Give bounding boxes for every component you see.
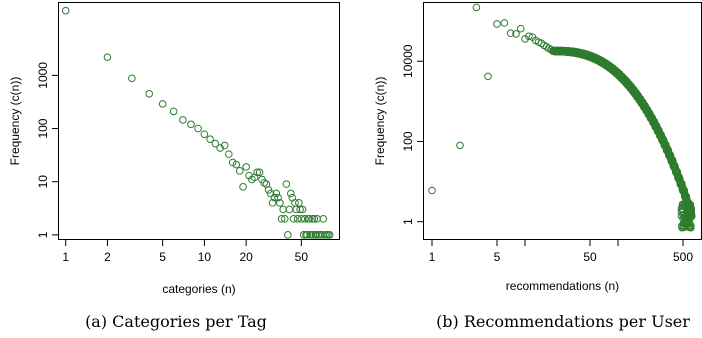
- panel-b: 1 5 50 500 1 100 10000 recommendations (n) Fr…: [373, 2, 702, 331]
- data-point: [194, 124, 202, 133]
- y-tick-label: 10: [36, 175, 50, 189]
- x-tick-label: 500: [673, 250, 693, 264]
- data-point: [274, 193, 282, 202]
- data-point: [484, 72, 492, 81]
- data-point: [428, 186, 436, 195]
- y-tick-label: 100: [36, 118, 50, 138]
- data-point: [61, 6, 70, 15]
- data-point: [325, 231, 334, 239]
- x-tick-label: 2: [104, 250, 111, 264]
- data-points-a: [61, 6, 334, 239]
- x-axis-label-b: recommendations (n): [506, 279, 619, 293]
- data-point: [456, 141, 464, 150]
- data-point: [276, 199, 284, 207]
- data-point: [279, 205, 288, 214]
- data-point: [292, 205, 301, 214]
- y-tick-label: 100: [401, 131, 415, 151]
- data-point: [295, 199, 303, 207]
- data-point: [512, 30, 520, 38]
- data-point: [281, 215, 289, 223]
- data-point: [308, 215, 317, 223]
- y-axis-label-a: Frequency (c(n)): [8, 77, 22, 166]
- data-point: [206, 135, 214, 143]
- x-tick-label: 1: [429, 250, 436, 264]
- data-point: [301, 215, 309, 223]
- x-tick-label: 5: [494, 250, 501, 264]
- y-axis-a: 1 10 100 1000: [36, 62, 58, 238]
- data-point: [228, 158, 237, 167]
- y-axis-label-b: Frequency (c(n)): [373, 77, 387, 166]
- data-point: [145, 90, 154, 98]
- plot-frame-b: [423, 2, 702, 240]
- data-point: [169, 107, 178, 116]
- panel-a: 1 2 5 10 20 50 1 10 100 1000 categories (n) Freq…: [8, 2, 340, 331]
- data-point: [255, 168, 264, 177]
- x-axis-a: 1 2 5 10 20 50: [62, 240, 308, 264]
- data-point: [232, 160, 241, 169]
- y-tick-label: 1: [36, 231, 50, 238]
- data-point: [687, 208, 696, 216]
- data-point: [158, 100, 167, 108]
- data-point: [686, 200, 695, 209]
- plot-frame-a: [58, 2, 340, 240]
- y-tick-label: 10000: [401, 44, 415, 78]
- data-point: [128, 74, 136, 83]
- data-point: [282, 180, 291, 188]
- data-point: [239, 183, 247, 191]
- x-tick-label: 50: [583, 250, 597, 264]
- x-tick-label: 1: [62, 250, 69, 264]
- data-point: [521, 35, 529, 43]
- caption-b: (b) Recommendations per User: [436, 312, 690, 331]
- x-tick-label: 5: [159, 250, 166, 264]
- data-point: [216, 144, 224, 152]
- data-point: [179, 116, 187, 124]
- data-point: [268, 199, 277, 207]
- data-point: [277, 215, 286, 223]
- data-point: [525, 32, 533, 41]
- data-point: [225, 150, 233, 158]
- data-point: [516, 24, 525, 33]
- data-point: [296, 205, 304, 214]
- data-point: [305, 215, 314, 223]
- data-point: [200, 130, 209, 139]
- data-point: [220, 141, 229, 150]
- caption-a: (a) Categories per Tag: [85, 312, 267, 331]
- data-point: [285, 205, 294, 214]
- x-axis-b: 1 5 50 500: [429, 240, 693, 264]
- data-point: [103, 53, 112, 61]
- data-point: [500, 19, 509, 27]
- y-tick-label: 1000: [36, 62, 50, 89]
- data-point: [686, 221, 695, 230]
- data-points-b: [428, 3, 696, 232]
- data-point: [687, 211, 696, 220]
- data-point: [291, 199, 299, 207]
- y-tick-label: 1: [401, 218, 415, 225]
- data-point: [293, 215, 302, 223]
- x-axis-label-a: categories (n): [162, 282, 235, 296]
- data-point: [272, 189, 281, 198]
- data-point: [253, 168, 261, 177]
- data-point: [298, 205, 307, 214]
- data-point: [270, 193, 279, 202]
- data-point: [289, 215, 298, 223]
- data-point: [187, 120, 195, 129]
- x-tick-label: 20: [239, 250, 253, 264]
- data-point: [685, 219, 694, 228]
- data-point: [284, 231, 292, 239]
- data-point: [319, 215, 328, 223]
- data-point: [472, 3, 481, 12]
- data-point: [211, 139, 220, 148]
- data-point: [310, 215, 319, 223]
- data-point: [235, 167, 244, 175]
- x-tick-label: 10: [198, 250, 212, 264]
- data-point: [242, 163, 250, 171]
- data-point: [287, 189, 295, 198]
- y-axis-b: 1 100 10000: [401, 44, 423, 225]
- data-point: [266, 189, 275, 198]
- data-point: [493, 20, 501, 28]
- data-point: [506, 29, 515, 38]
- x-tick-label: 50: [295, 250, 309, 264]
